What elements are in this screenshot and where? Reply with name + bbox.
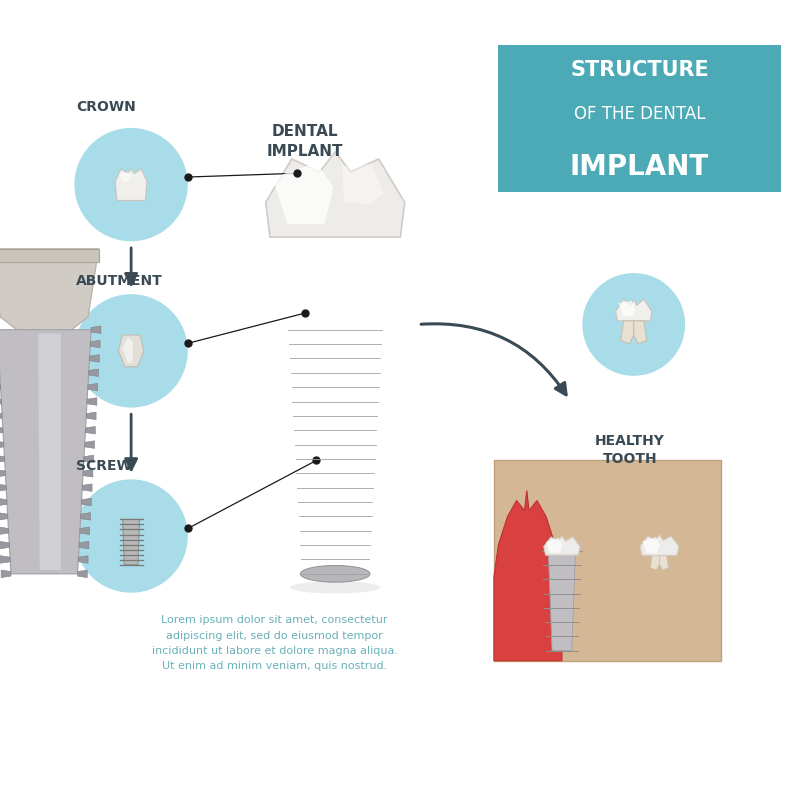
Polygon shape [84,455,94,462]
Polygon shape [544,536,580,555]
Polygon shape [0,470,6,477]
Polygon shape [118,335,144,366]
Polygon shape [621,321,634,344]
Text: Lorem ipsum dolor sit amet, consectetur
adipiscing elit, sed do eiusmod tempor
i: Lorem ipsum dolor sit amet, consectetur … [152,615,398,671]
Polygon shape [0,398,2,406]
Polygon shape [0,527,9,534]
Polygon shape [634,321,646,344]
Polygon shape [90,340,100,348]
Polygon shape [0,330,91,574]
Polygon shape [1,570,11,578]
Polygon shape [0,484,6,491]
Circle shape [74,479,188,593]
Text: SCREW: SCREW [76,459,132,474]
Ellipse shape [290,582,381,594]
Polygon shape [85,441,94,448]
Text: ABUTMENT: ABUTMENT [76,274,162,288]
Text: DENTAL
IMPLANT: DENTAL IMPLANT [266,124,343,159]
Polygon shape [0,513,8,520]
Polygon shape [86,426,95,434]
Polygon shape [650,555,659,570]
Polygon shape [659,555,669,570]
FancyBboxPatch shape [494,461,721,661]
Polygon shape [0,426,3,434]
Polygon shape [38,334,61,570]
Ellipse shape [301,566,370,582]
Polygon shape [0,556,10,563]
Polygon shape [90,354,99,362]
Polygon shape [80,527,90,534]
Text: HEALTHY
TOOTH: HEALTHY TOOTH [595,434,665,466]
Polygon shape [0,249,98,262]
Polygon shape [82,484,92,491]
Text: IMPLANT: IMPLANT [570,153,709,181]
Polygon shape [122,337,133,363]
Polygon shape [0,498,7,506]
Polygon shape [91,326,101,334]
Polygon shape [87,398,97,406]
Circle shape [74,128,188,242]
Polygon shape [0,542,10,549]
Polygon shape [0,441,4,448]
Polygon shape [82,498,91,506]
Polygon shape [0,455,5,462]
Text: CROWN: CROWN [76,100,136,114]
Circle shape [74,294,188,407]
Polygon shape [119,172,131,182]
Polygon shape [640,535,678,555]
Polygon shape [273,162,334,224]
Polygon shape [642,537,660,553]
Polygon shape [78,556,88,563]
Polygon shape [548,550,575,650]
Polygon shape [88,383,98,391]
Polygon shape [81,513,90,520]
Polygon shape [115,169,147,201]
Text: STRUCTURE: STRUCTURE [570,60,709,80]
Polygon shape [86,412,96,420]
Polygon shape [342,164,383,204]
Polygon shape [78,570,87,578]
Circle shape [582,273,685,376]
Polygon shape [546,538,562,553]
Polygon shape [494,490,562,661]
Polygon shape [0,412,2,420]
Polygon shape [79,542,89,549]
Polygon shape [0,249,98,330]
Polygon shape [89,369,98,377]
Text: OF THE DENTAL: OF THE DENTAL [574,105,705,123]
Polygon shape [615,299,652,321]
Polygon shape [266,152,405,237]
FancyBboxPatch shape [498,45,781,192]
Polygon shape [122,519,139,565]
Polygon shape [618,301,635,316]
Polygon shape [83,470,93,477]
FancyArrowPatch shape [421,324,566,395]
